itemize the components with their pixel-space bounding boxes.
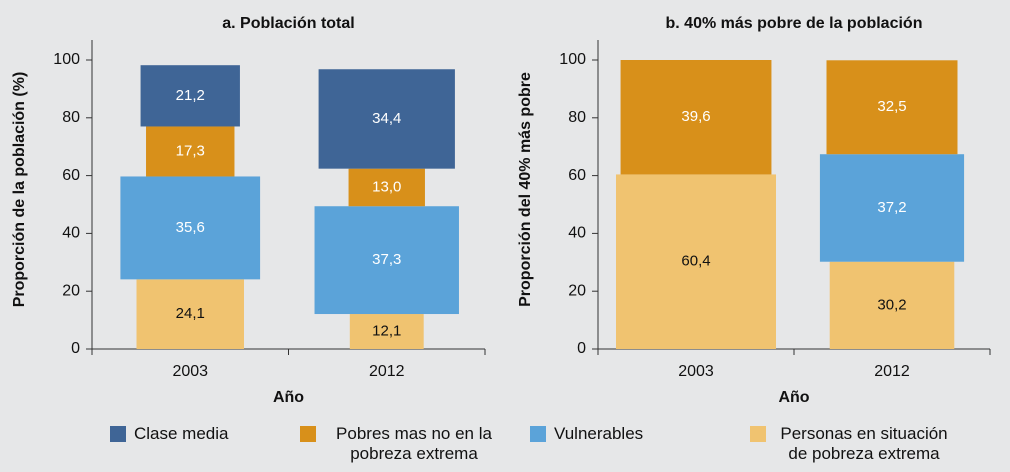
y-tick-label: 60	[568, 167, 586, 184]
legend-item: Vulnerables	[530, 424, 643, 444]
bar-segment	[136, 279, 244, 349]
legend-item: Clase media	[110, 424, 229, 444]
bar-segment	[819, 154, 965, 262]
y-tick-label: 80	[568, 109, 586, 126]
legend-swatch	[300, 426, 316, 442]
bar-segment	[140, 65, 240, 127]
y-tick-label: 80	[62, 109, 80, 126]
value-label: 24,1	[176, 305, 205, 322]
legend-label: Personas en situación de pobreza extrema	[780, 424, 948, 463]
bar-segment	[120, 176, 261, 280]
y-tick-label: 40	[568, 225, 586, 242]
chart-title: a. Población total	[222, 15, 354, 32]
y-tick-label: 100	[559, 51, 586, 68]
legend-swatch	[530, 426, 546, 442]
y-axis-label: Proporción del 40% más pobre	[517, 72, 534, 307]
y-tick-label: 60	[62, 167, 80, 184]
value-label: 34,4	[372, 110, 401, 127]
value-label: 13,0	[372, 178, 401, 195]
x-axis-label: Año	[778, 389, 809, 406]
legend-label: Pobres mas no en la pobreza extrema	[336, 424, 492, 463]
y-tick-label: 40	[62, 225, 80, 242]
legend-swatch	[110, 426, 126, 442]
y-tick-label: 20	[568, 282, 586, 299]
y-tick-label: 0	[577, 340, 586, 357]
x-tick-label: 2003	[172, 363, 208, 380]
x-tick-label: 2012	[874, 363, 910, 380]
bar-segment	[314, 206, 459, 315]
legend-swatch	[750, 426, 766, 442]
bar-segment	[348, 168, 425, 207]
bar-segment	[620, 60, 772, 175]
x-tick-label: 2012	[369, 363, 405, 380]
value-label: 12,1	[372, 322, 401, 339]
bar-segment	[146, 126, 235, 177]
value-label: 37,3	[372, 251, 401, 268]
legend-item: Pobres mas no en la pobreza extrema	[300, 424, 504, 464]
bar-segment	[318, 69, 455, 169]
bar-segment	[826, 60, 958, 155]
bar-segment	[829, 261, 955, 349]
value-label: 35,6	[176, 219, 205, 236]
value-label: 32,5	[877, 98, 906, 115]
x-tick-label: 2003	[678, 363, 714, 380]
y-tick-label: 20	[62, 282, 80, 299]
bar-segment	[616, 174, 776, 349]
x-axis-label: Año	[273, 389, 304, 406]
value-label: 30,2	[877, 296, 906, 313]
chart: a. Población total 0 20 40 60 80 100 Proporción…	[11, 15, 991, 406]
bar-segment	[349, 314, 424, 349]
value-label: 17,3	[176, 142, 205, 159]
legend-item: Personas en situación de pobreza extrema	[750, 424, 954, 464]
value-label: 37,2	[877, 199, 906, 216]
chart-title: b. 40% más pobre de la población	[666, 15, 923, 32]
y-tick-label: 0	[71, 340, 80, 357]
y-tick-label: 100	[53, 51, 80, 68]
legend-label: Clase media	[134, 424, 229, 443]
value-label: 60,4	[681, 253, 710, 270]
legend-label: Vulnerables	[554, 424, 644, 443]
value-label: 39,6	[681, 108, 710, 125]
y-axis-label: Proporción de la población (%)	[11, 72, 28, 308]
value-label: 21,2	[176, 87, 205, 104]
